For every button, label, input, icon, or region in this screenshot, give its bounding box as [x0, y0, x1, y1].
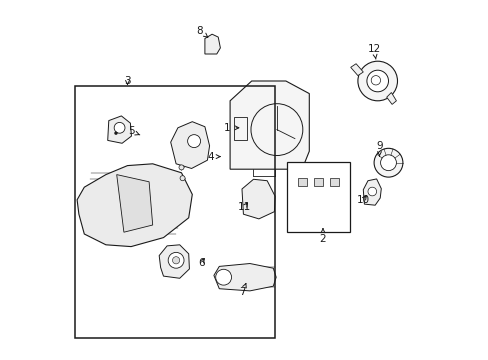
Circle shape	[380, 155, 396, 171]
Circle shape	[180, 176, 185, 181]
Polygon shape	[159, 245, 189, 278]
Polygon shape	[117, 175, 152, 232]
Text: 9: 9	[375, 141, 382, 156]
Circle shape	[114, 122, 125, 133]
Polygon shape	[204, 34, 220, 54]
Polygon shape	[170, 122, 209, 168]
Text: 7: 7	[239, 283, 246, 297]
Text: 4: 4	[206, 152, 220, 162]
Text: 12: 12	[366, 44, 380, 59]
Polygon shape	[213, 264, 276, 291]
Polygon shape	[386, 93, 396, 104]
Circle shape	[366, 70, 387, 92]
Text: 6: 6	[198, 258, 204, 268]
Polygon shape	[350, 64, 363, 76]
Circle shape	[373, 148, 402, 177]
Bar	[297, 178, 306, 186]
Polygon shape	[77, 164, 192, 247]
Circle shape	[179, 165, 183, 170]
Circle shape	[357, 61, 397, 101]
Text: 2: 2	[319, 229, 325, 244]
Polygon shape	[298, 180, 305, 214]
Bar	[313, 178, 323, 186]
Polygon shape	[330, 180, 338, 214]
Polygon shape	[363, 179, 381, 205]
Text: 10: 10	[356, 195, 369, 205]
Polygon shape	[314, 180, 322, 214]
Polygon shape	[230, 81, 309, 169]
Polygon shape	[242, 179, 275, 219]
Circle shape	[367, 187, 376, 196]
Text: 5: 5	[127, 126, 140, 136]
Polygon shape	[107, 116, 131, 143]
Text: 3: 3	[124, 76, 131, 86]
Text: 11: 11	[237, 202, 251, 212]
Circle shape	[215, 269, 231, 285]
Bar	[286, 162, 349, 232]
Bar	[233, 117, 247, 140]
Circle shape	[114, 132, 117, 135]
Bar	[75, 86, 275, 338]
Circle shape	[168, 252, 183, 268]
Text: 8: 8	[196, 26, 207, 37]
Text: 1: 1	[224, 123, 238, 133]
Bar	[329, 178, 339, 186]
Circle shape	[172, 257, 179, 264]
Circle shape	[187, 135, 200, 148]
